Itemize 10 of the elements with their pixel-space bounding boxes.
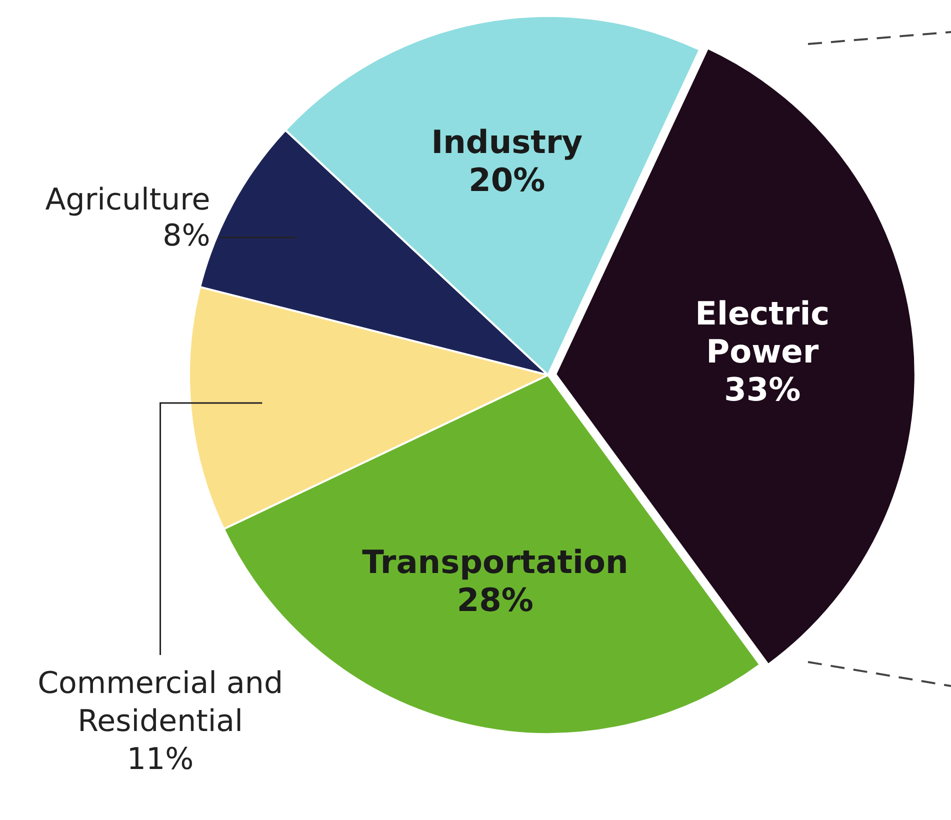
data-label: 33% [724, 370, 801, 408]
slice-label: Industry [431, 122, 583, 161]
data-label: 28% [456, 581, 534, 620]
data-label: 20% [468, 160, 546, 199]
slice-label: Electric Power [695, 294, 830, 370]
slice-label: Commercial and Residential [38, 666, 283, 739]
data-label: 11% [126, 742, 194, 777]
slice-label: Transportation [362, 543, 628, 582]
data-label: 8% [162, 218, 210, 254]
slice-label: Agriculture [45, 182, 210, 218]
